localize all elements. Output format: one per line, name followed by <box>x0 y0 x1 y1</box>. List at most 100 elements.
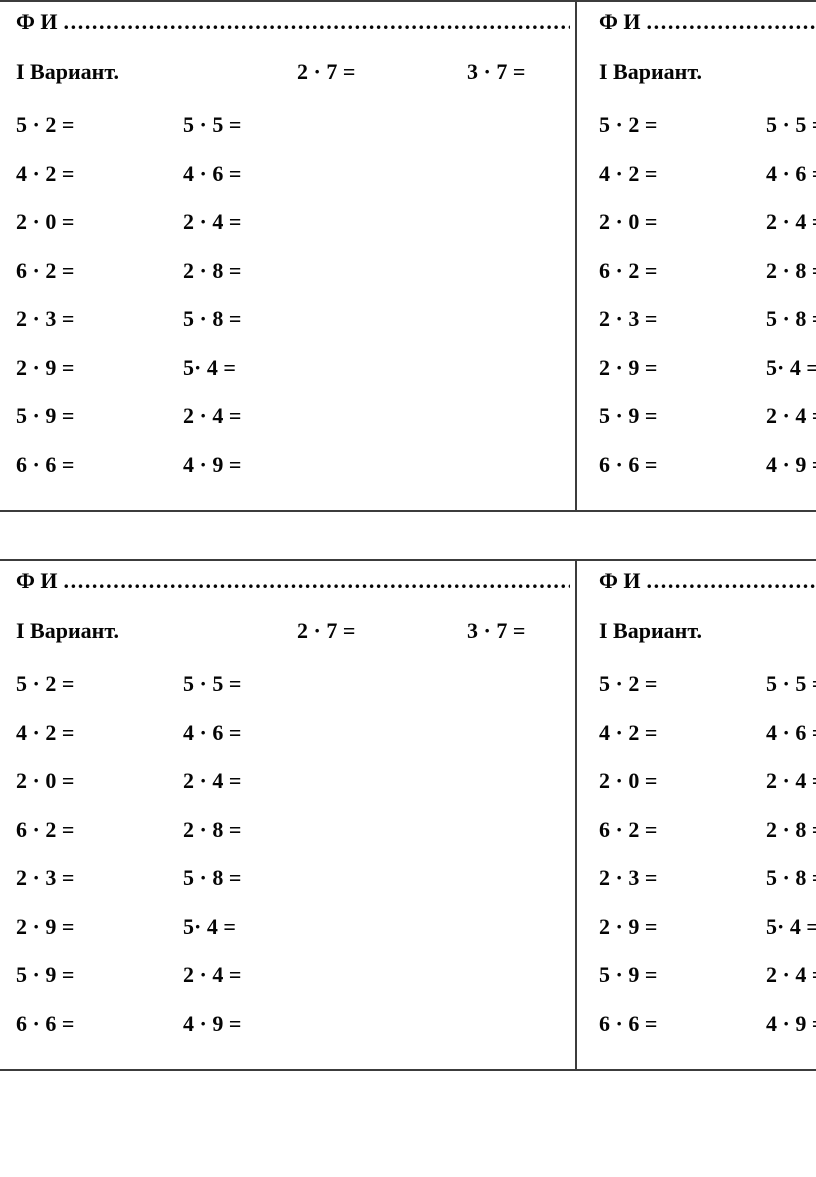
fi-label: Ф И <box>16 9 58 34</box>
quadrant-top-left: Ф И.....................................… <box>0 2 577 510</box>
problem-row: 2 · 0 = 2 · 4 = <box>16 768 575 817</box>
problem-row: 4 · 2 = 4 · 6 = <box>599 161 816 210</box>
fi-dotted-blank: ........................................… <box>63 568 570 593</box>
fi-label: Ф И <box>599 568 641 593</box>
problem-row: 2 · 3 = 5 · 8 = <box>599 865 816 914</box>
problem-row: 5 · 2 = 5 · 5 = <box>599 112 816 161</box>
problem-left: 4 · 2 = <box>16 160 75 186</box>
quadrant-bottom-right: Ф И.....................................… <box>577 561 816 1069</box>
problem-left: 6 · 2 = <box>16 816 75 842</box>
name-line: Ф И.....................................… <box>16 566 570 596</box>
quadrant-bottom-left: Ф И.....................................… <box>0 561 577 1069</box>
problem-left: 5 · 2 = <box>599 112 658 137</box>
problem-row: 5 · 2 = 5 · 5 = <box>16 671 575 720</box>
problem-left: 4 · 2 = <box>16 719 75 745</box>
problem-right: 5· 4 = <box>766 913 816 939</box>
name-line: Ф И.....................................… <box>599 566 816 596</box>
problem-row: 6 · 6 = 4 · 9 = <box>16 452 575 501</box>
header-problem-2: 3 · 7 = <box>467 618 526 643</box>
problem-row: 2 · 9 = 5· 4 = <box>599 914 816 963</box>
problem-right: 2 · 8 = <box>183 816 242 842</box>
problem-row: 2 · 9 = 5· 4 = <box>16 914 575 963</box>
problem-left: 2 · 0 = <box>599 768 658 793</box>
header-problem-1: 2 · 7 = <box>297 618 356 643</box>
problem-row: 6 · 2 = 2 · 8 = <box>599 258 816 307</box>
problem-left: 2 · 9 = <box>599 354 658 380</box>
problem-left: 2 · 3 = <box>599 865 658 890</box>
variant-label: I Вариант. <box>599 618 702 643</box>
problem-right: 2 · 4 = <box>183 768 242 793</box>
variant-label: I Вариант. <box>16 618 119 643</box>
problem-left: 2 · 0 = <box>16 768 75 793</box>
problem-right: 2 · 4 = <box>183 209 242 234</box>
problem-row: 5 · 9 = 2 · 4 = <box>16 962 575 1011</box>
name-line: Ф И.....................................… <box>16 7 570 37</box>
problem-row: 2 · 0 = 2 · 4 = <box>16 209 575 258</box>
problem-left: 6 · 2 = <box>599 816 658 842</box>
problem-left: 2 · 0 = <box>599 209 658 234</box>
sheet-row-bottom: Ф И.....................................… <box>0 559 816 1071</box>
problem-left: 5 · 2 = <box>16 671 75 696</box>
problem-left: 2 · 3 = <box>16 865 75 890</box>
problem-row: 2 · 3 = 5 · 8 = <box>16 306 575 355</box>
problem-row: 4 · 2 = 4 · 6 = <box>16 720 575 769</box>
fi-dotted-blank: ........................................… <box>63 9 570 34</box>
problem-row: 5 · 9 = 2 · 4 = <box>16 403 575 452</box>
problem-row: 2 · 9 = 5· 4 = <box>16 355 575 404</box>
fi-dotted-blank: ........................................… <box>646 9 816 34</box>
problem-right: 5 · 5 = <box>183 671 242 696</box>
problem-list: 5 · 2 = 5 · 5 = 4 · 2 = 4 · 6 = 2 · 0 = … <box>16 671 575 1059</box>
problem-right: 5· 4 = <box>766 354 816 380</box>
problem-row: 4 · 2 = 4 · 6 = <box>599 720 816 769</box>
variant-label: I Вариант. <box>16 59 119 84</box>
problem-right: 2 · 4 = <box>766 209 816 234</box>
problem-right: 5· 4 = <box>183 913 236 939</box>
problem-row: 5 · 9 = 2 · 4 = <box>599 403 816 452</box>
problem-row: 6 · 6 = 4 · 9 = <box>599 452 816 501</box>
problem-right: 5 · 8 = <box>766 306 816 331</box>
problem-list: 5 · 2 = 5 · 5 = 4 · 2 = 4 · 6 = 2 · 0 = … <box>16 112 575 500</box>
problem-right: 5 · 8 = <box>766 865 816 890</box>
problem-row: 6 · 2 = 2 · 8 = <box>599 817 816 866</box>
problem-left: 2 · 0 = <box>16 209 75 234</box>
problem-right: 5 · 5 = <box>766 671 816 696</box>
problem-right: 4 · 6 = <box>183 719 242 745</box>
problem-row: 2 · 3 = 5 · 8 = <box>599 306 816 355</box>
problem-left: 5 · 9 = <box>599 962 658 987</box>
problem-right: 5 · 5 = <box>766 112 816 137</box>
problem-right: 2 · 8 = <box>766 816 816 842</box>
problem-left: 5 · 9 = <box>599 403 658 428</box>
problem-row: 2 · 3 = 5 · 8 = <box>16 865 575 914</box>
variant-label: I Вариант. <box>599 59 702 84</box>
problem-left: 5 · 9 = <box>16 403 75 428</box>
problem-right: 2 · 4 = <box>183 962 242 987</box>
problem-left: 6 · 6 = <box>599 451 658 477</box>
problem-left: 4 · 2 = <box>599 719 658 745</box>
sheet-row-top: Ф И.....................................… <box>0 0 816 512</box>
problem-left: 5 · 9 = <box>16 962 75 987</box>
variant-line: I Вариант. 2 · 7 = 3 · 7 = <box>16 616 575 646</box>
problem-row: 2 · 9 = 5· 4 = <box>599 355 816 404</box>
header-problem-1: 2 · 7 = <box>297 59 356 84</box>
problem-row: 6 · 6 = 4 · 9 = <box>16 1011 575 1060</box>
problem-row: 4 · 2 = 4 · 6 = <box>16 161 575 210</box>
problem-right: 2 · 8 = <box>766 257 816 283</box>
problem-row: 5 · 2 = 5 · 5 = <box>599 671 816 720</box>
problem-left: 6 · 6 = <box>16 1010 75 1036</box>
problem-right: 5 · 5 = <box>183 112 242 137</box>
problem-right: 2 · 4 = <box>766 962 816 987</box>
problem-row: 6 · 2 = 2 · 8 = <box>16 258 575 307</box>
problem-left: 2 · 3 = <box>16 306 75 331</box>
problem-left: 2 · 3 = <box>599 306 658 331</box>
problem-row: 5 · 2 = 5 · 5 = <box>16 112 575 161</box>
problem-row: 6 · 6 = 4 · 9 = <box>599 1011 816 1060</box>
problem-right: 4 · 6 = <box>183 160 242 186</box>
header-problem-2: 3 · 7 = <box>467 59 526 84</box>
problem-left: 5 · 2 = <box>16 112 75 137</box>
problem-right: 4 · 6 = <box>766 160 816 186</box>
problem-right: 2 · 8 = <box>183 257 242 283</box>
problem-left: 4 · 2 = <box>599 160 658 186</box>
problem-right: 4 · 9 = <box>766 1010 816 1036</box>
problem-left: 6 · 2 = <box>16 257 75 283</box>
variant-line: I Вариант. 2 · 7 = 3 · 7 = <box>16 57 575 87</box>
